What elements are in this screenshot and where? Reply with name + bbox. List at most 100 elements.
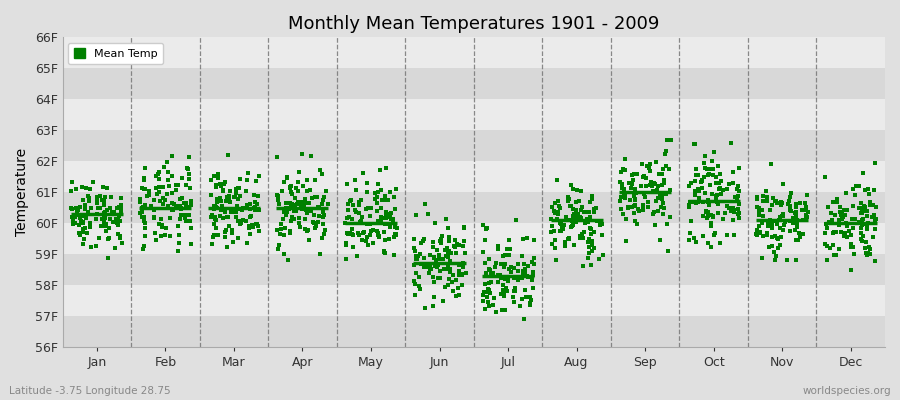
Point: [574, 188, 589, 194]
Point: [249, 178, 264, 184]
Point: [371, 188, 385, 195]
Point: [778, 219, 792, 225]
Point: [422, 270, 436, 276]
Point: [438, 253, 453, 259]
Point: [240, 169, 255, 176]
Point: [371, 232, 385, 239]
Point: [93, 193, 107, 199]
Legend: Mean Temp: Mean Temp: [68, 43, 163, 64]
Point: [307, 225, 321, 231]
Point: [783, 202, 797, 209]
Point: [760, 198, 774, 204]
Point: [786, 215, 800, 222]
Point: [73, 215, 87, 221]
Point: [342, 214, 356, 220]
Point: [788, 210, 802, 216]
Point: [858, 245, 872, 251]
Point: [501, 252, 516, 258]
Point: [501, 276, 516, 282]
Point: [783, 227, 797, 234]
Point: [458, 270, 473, 277]
Point: [97, 209, 112, 216]
Point: [417, 236, 431, 242]
Point: [299, 207, 313, 214]
Point: [134, 185, 148, 192]
Point: [183, 218, 197, 224]
Point: [720, 203, 734, 210]
Point: [819, 221, 833, 227]
Point: [496, 282, 510, 288]
Point: [110, 205, 124, 211]
Point: [408, 248, 422, 254]
Point: [390, 224, 404, 231]
Point: [646, 209, 661, 216]
Point: [585, 196, 599, 202]
Point: [793, 233, 807, 240]
Point: [448, 237, 463, 243]
Point: [343, 198, 357, 204]
Point: [865, 214, 879, 220]
Point: [114, 195, 129, 202]
Bar: [62, 99, 885, 130]
Point: [274, 188, 289, 194]
Point: [488, 264, 502, 270]
Point: [238, 188, 253, 194]
Point: [286, 208, 301, 214]
Point: [640, 199, 654, 205]
Point: [701, 199, 716, 206]
Point: [625, 204, 639, 210]
Point: [441, 254, 455, 260]
Point: [625, 172, 639, 178]
Point: [696, 184, 710, 191]
Point: [684, 218, 698, 224]
Point: [630, 171, 644, 178]
Point: [838, 212, 852, 218]
Point: [209, 204, 223, 210]
Point: [752, 212, 767, 218]
Point: [439, 266, 454, 272]
Point: [573, 214, 588, 221]
Point: [496, 287, 510, 294]
Point: [371, 229, 385, 236]
Point: [518, 266, 532, 272]
Point: [548, 210, 562, 216]
Point: [388, 224, 402, 230]
Point: [387, 234, 401, 240]
Point: [360, 180, 374, 186]
Text: worldspecies.org: worldspecies.org: [803, 386, 891, 396]
Point: [179, 164, 194, 171]
Point: [520, 273, 535, 279]
Point: [755, 213, 770, 219]
Point: [587, 245, 601, 251]
Point: [274, 220, 288, 227]
Point: [648, 222, 662, 228]
Point: [152, 198, 166, 204]
Point: [184, 224, 198, 231]
Point: [844, 266, 859, 273]
Point: [840, 207, 854, 214]
Bar: [62, 68, 885, 99]
Point: [340, 230, 355, 236]
Point: [578, 220, 592, 227]
Point: [564, 223, 579, 229]
Point: [135, 214, 149, 220]
Point: [207, 232, 221, 238]
Point: [716, 187, 731, 193]
Point: [96, 210, 111, 216]
Point: [566, 206, 580, 212]
Point: [617, 193, 632, 199]
Point: [378, 215, 392, 221]
Point: [168, 186, 183, 193]
Point: [161, 177, 176, 183]
Point: [482, 303, 496, 309]
Point: [511, 261, 526, 267]
Point: [284, 214, 299, 221]
Point: [482, 256, 496, 262]
Point: [657, 180, 671, 186]
Point: [317, 212, 331, 218]
Point: [208, 214, 222, 220]
Point: [550, 177, 564, 184]
Point: [769, 252, 783, 259]
Point: [852, 219, 867, 225]
Point: [561, 194, 575, 200]
